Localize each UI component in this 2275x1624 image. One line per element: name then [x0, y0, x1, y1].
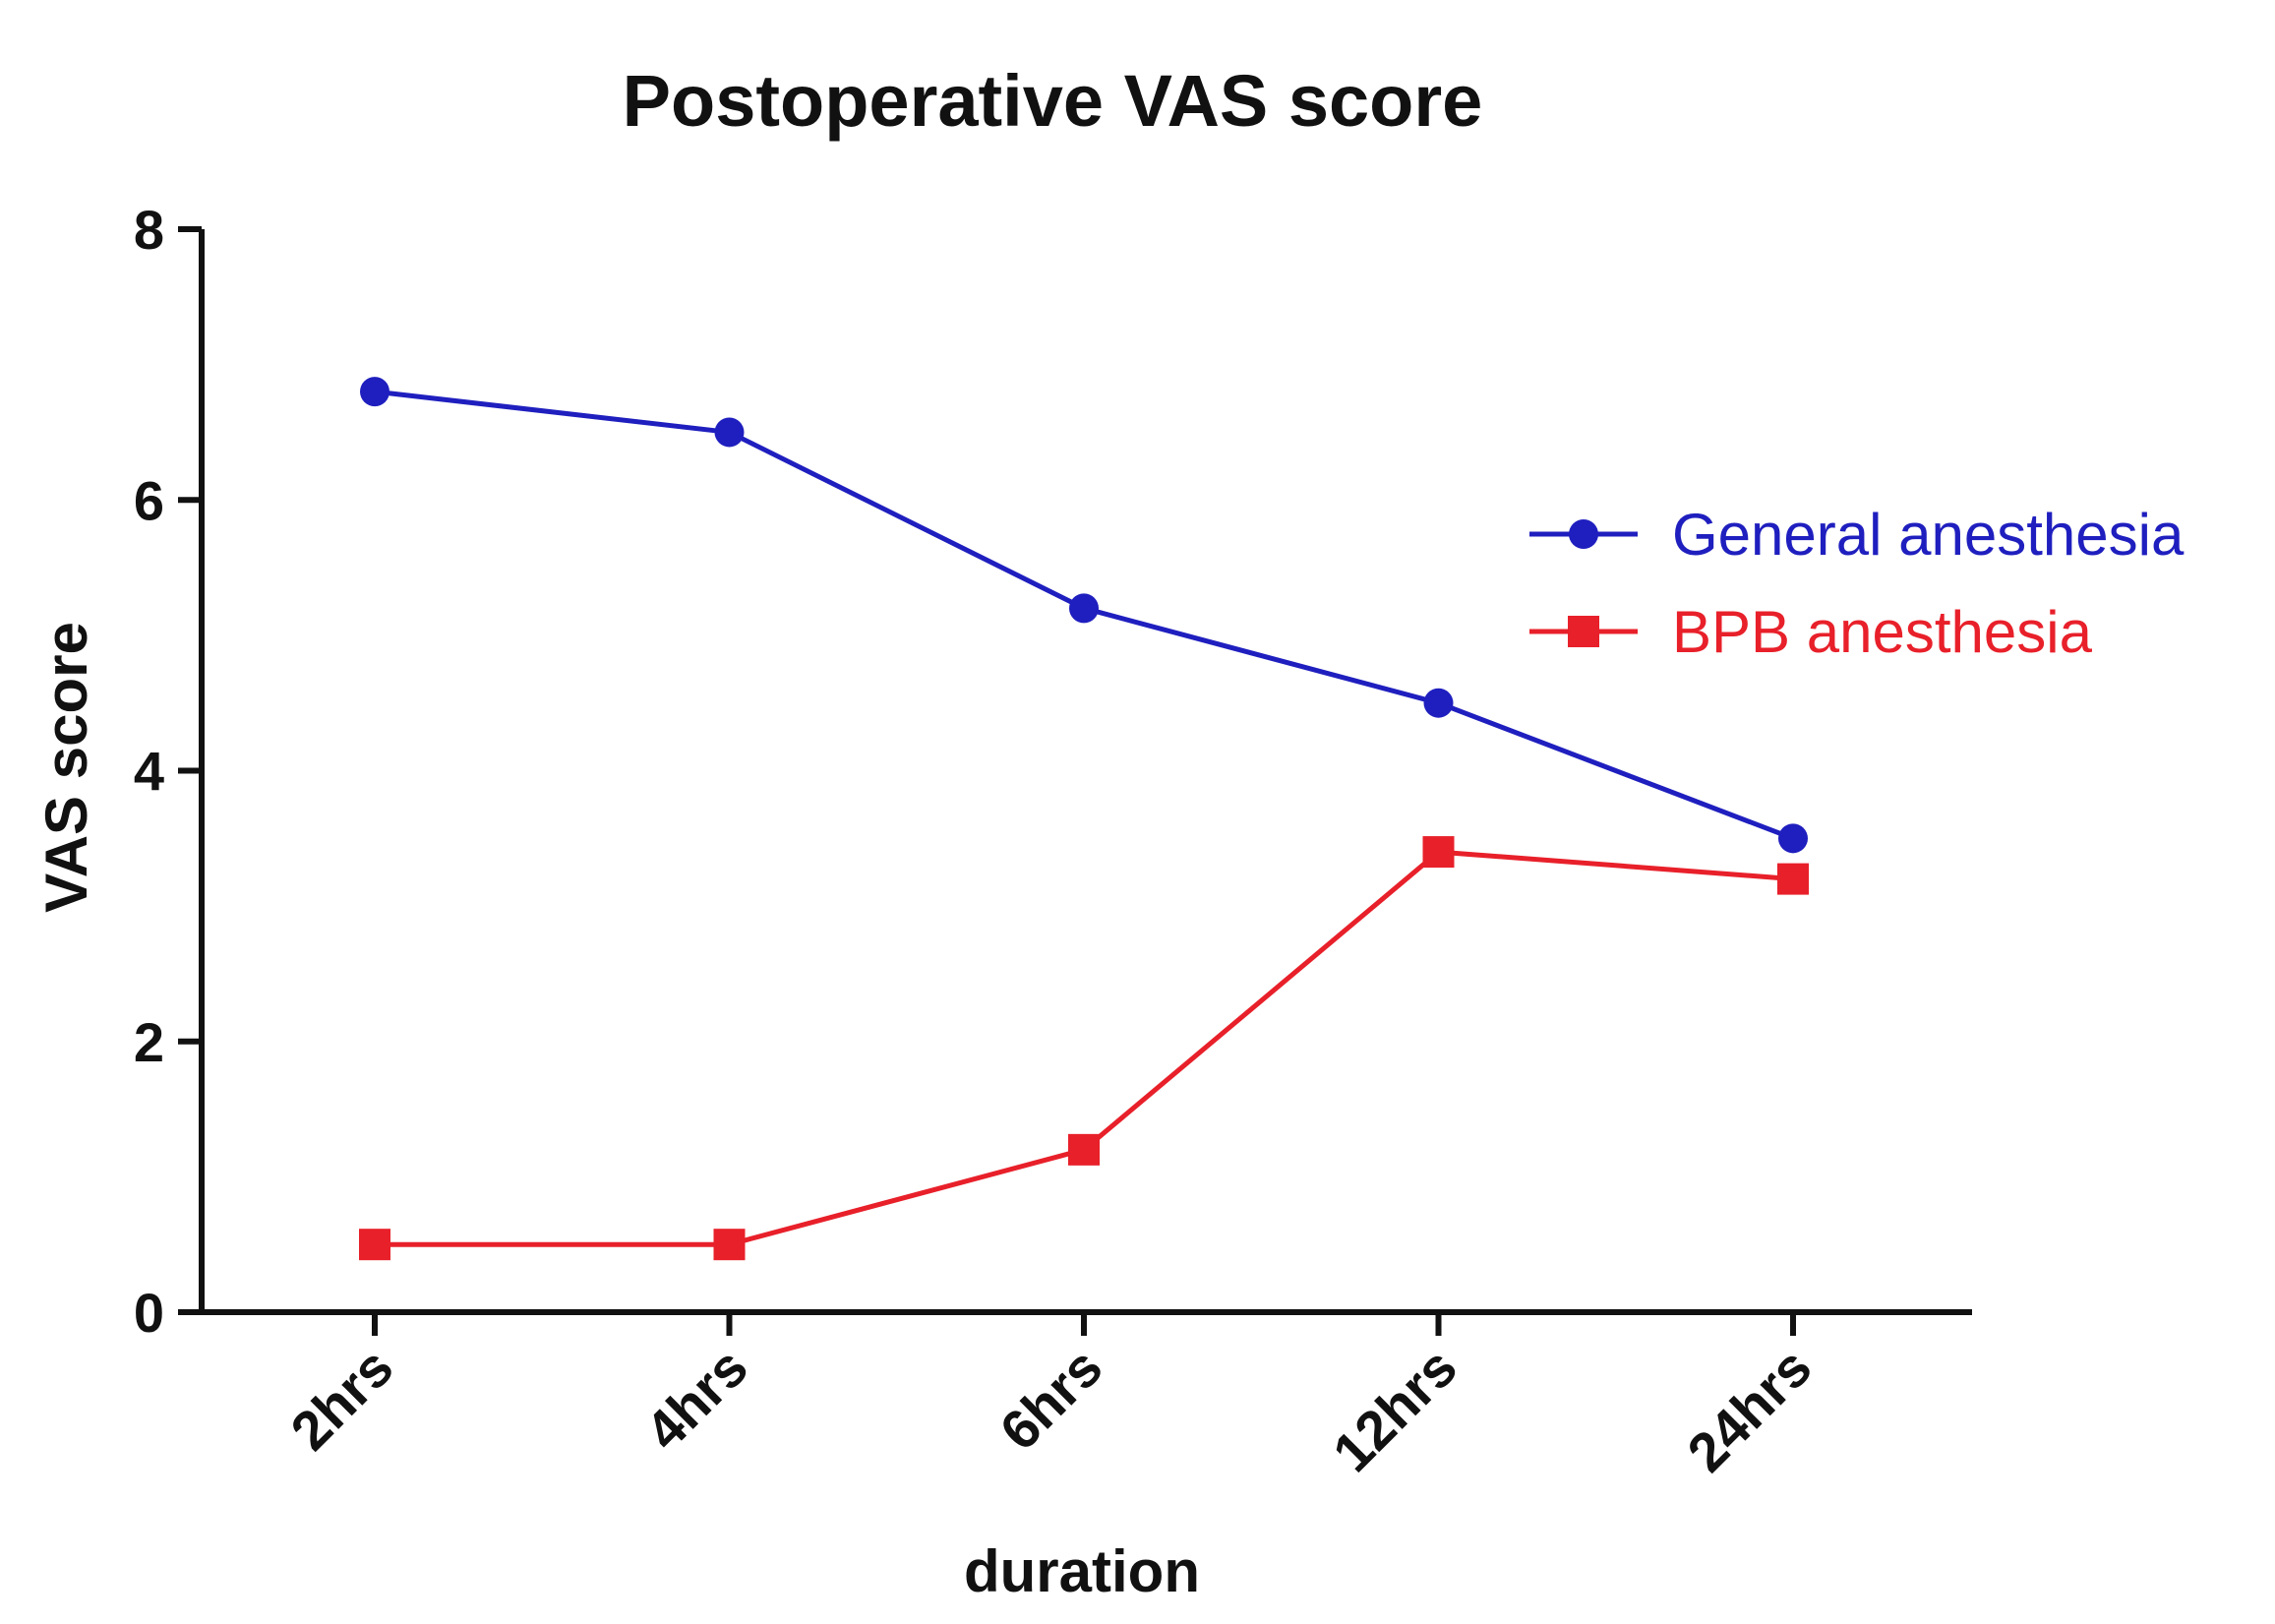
series-line: [375, 849, 1794, 1247]
x-ticks: 2hrs 4hrs 6hrs 12hrs 24hrs: [278, 1312, 1823, 1483]
data-point: [1777, 863, 1809, 895]
data-point: [1068, 1133, 1100, 1166]
y-tick-label: 4: [134, 741, 164, 803]
data-point: [713, 1229, 746, 1261]
data-point: [1423, 688, 1454, 718]
legend-marker: [1569, 519, 1598, 549]
chart-title: Postoperative VAS score: [623, 60, 1483, 142]
series-0: [360, 377, 1808, 854]
y-axis-label: VAS score: [33, 622, 99, 913]
legend-marker: [1568, 616, 1599, 647]
data-point: [359, 1229, 390, 1261]
x-axis-label: duration: [964, 1538, 1200, 1604]
data-point: [360, 377, 389, 407]
data-point: [1778, 823, 1808, 854]
data-point: [1422, 836, 1455, 869]
data-point: [1069, 593, 1099, 624]
legend-label: BPB anesthesia: [1672, 599, 2093, 665]
y-ticks: 0 2 4 6 8: [134, 199, 202, 1344]
y-tick-label: 6: [134, 469, 164, 531]
x-tick-label: 4hrs: [633, 1336, 759, 1462]
data-point: [714, 417, 745, 448]
x-tick-label: 24hrs: [1675, 1336, 1823, 1483]
x-tick-label: 2hrs: [278, 1336, 404, 1462]
series-1: [359, 836, 1809, 1261]
y-tick-label: 2: [134, 1011, 164, 1073]
y-tick-label: 8: [134, 199, 164, 261]
x-tick-label: 12hrs: [1321, 1336, 1468, 1483]
legend-label: General anesthesia: [1672, 502, 2185, 568]
legend: General anesthesia BPB anesthesia: [1529, 502, 2185, 665]
series-layer: [359, 377, 1809, 1261]
legend-item: BPB anesthesia: [1529, 599, 2093, 665]
y-tick-label: 0: [134, 1282, 164, 1344]
x-tick-label: 6hrs: [988, 1336, 1113, 1462]
legend-item: General anesthesia: [1529, 502, 2185, 568]
